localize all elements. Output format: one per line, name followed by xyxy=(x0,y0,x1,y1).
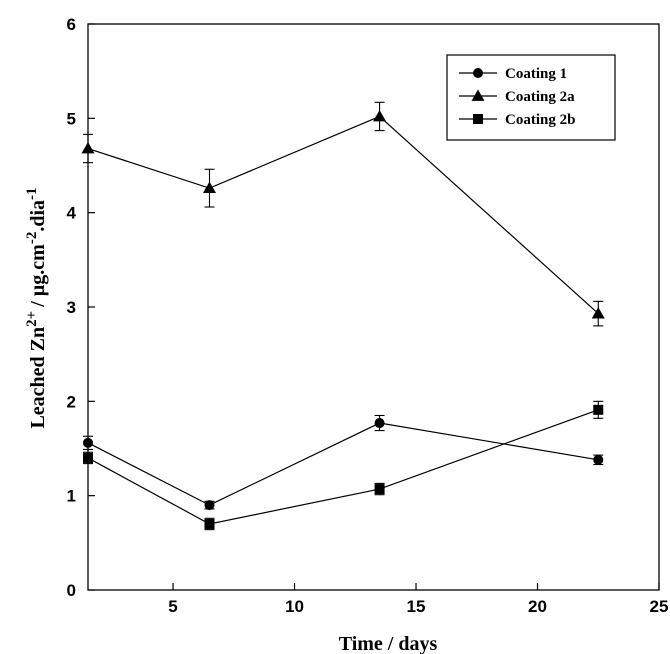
series-coating-2b xyxy=(83,400,604,531)
y-tick-label: 4 xyxy=(67,204,77,223)
series-layer xyxy=(81,101,605,531)
series-line-coating-1 xyxy=(87,422,599,506)
series-coating-2a xyxy=(81,101,605,327)
legend-marker-coating-1 xyxy=(473,68,483,78)
y-axis-title-sup1: 2+ xyxy=(24,311,40,327)
x-tick-label: 5 xyxy=(168,597,177,616)
legend-marker-coating-2b xyxy=(473,114,483,124)
x-tick-label: 20 xyxy=(528,597,547,616)
data-point-coating-2a xyxy=(591,307,605,319)
data-point-coating-1 xyxy=(374,418,385,429)
y-tick-label: 6 xyxy=(67,15,76,34)
data-point-coating-2a xyxy=(81,142,95,154)
series-line-coating-2a xyxy=(87,115,599,315)
legend: Coating 1 Coating 2a Coating 2b xyxy=(446,54,616,141)
y-tick-label: 3 xyxy=(67,298,76,317)
y-tick-label: 0 xyxy=(67,581,76,600)
x-axis-ticks: 5 10 15 20 25 xyxy=(168,583,668,616)
legend-marker-coating-2a xyxy=(471,89,485,101)
series-line-coating-2b xyxy=(87,409,599,525)
y-axis-title-sup3: -1 xyxy=(24,187,40,200)
y-axis-ticks: 0 1 2 3 4 5 6 xyxy=(67,15,95,600)
legend-label-coating-2a: Coating 2a xyxy=(505,89,575,105)
x-tick-label: 10 xyxy=(285,597,304,616)
y-tick-label: 2 xyxy=(67,392,76,411)
y-axis-title-prefix: Leached Zn xyxy=(27,327,49,429)
data-point-coating-2b xyxy=(593,404,604,415)
data-point-coating-2a xyxy=(373,109,387,122)
data-point-coating-2a xyxy=(202,181,216,194)
x-tick-label: 25 xyxy=(650,597,669,616)
data-point-coating-1 xyxy=(593,454,604,465)
y-tick-label: 1 xyxy=(67,487,76,506)
data-point-coating-2b xyxy=(204,518,215,529)
x-tick-label: 15 xyxy=(407,597,426,616)
y-tick-label: 5 xyxy=(67,109,76,128)
data-point-coating-2b xyxy=(374,484,385,495)
legend-label-coating-1: Coating 1 xyxy=(505,66,567,82)
series-coating-1 xyxy=(83,414,604,511)
y-axis-title-mid2: .dia xyxy=(27,200,49,232)
x-axis-title: Time / days xyxy=(339,633,438,654)
data-point-coating-1 xyxy=(204,500,215,511)
data-point-coating-1 xyxy=(83,437,93,448)
legend-label-coating-2b: Coating 2b xyxy=(505,112,575,128)
y-axis-title-sup2: -2 xyxy=(24,232,40,245)
y-axis-title-mid: / µg.cm xyxy=(27,244,49,308)
data-point-coating-2b xyxy=(83,452,93,463)
y-axis-title: Leached Zn2+ / µg.cm-2.dia-1 xyxy=(24,187,49,428)
